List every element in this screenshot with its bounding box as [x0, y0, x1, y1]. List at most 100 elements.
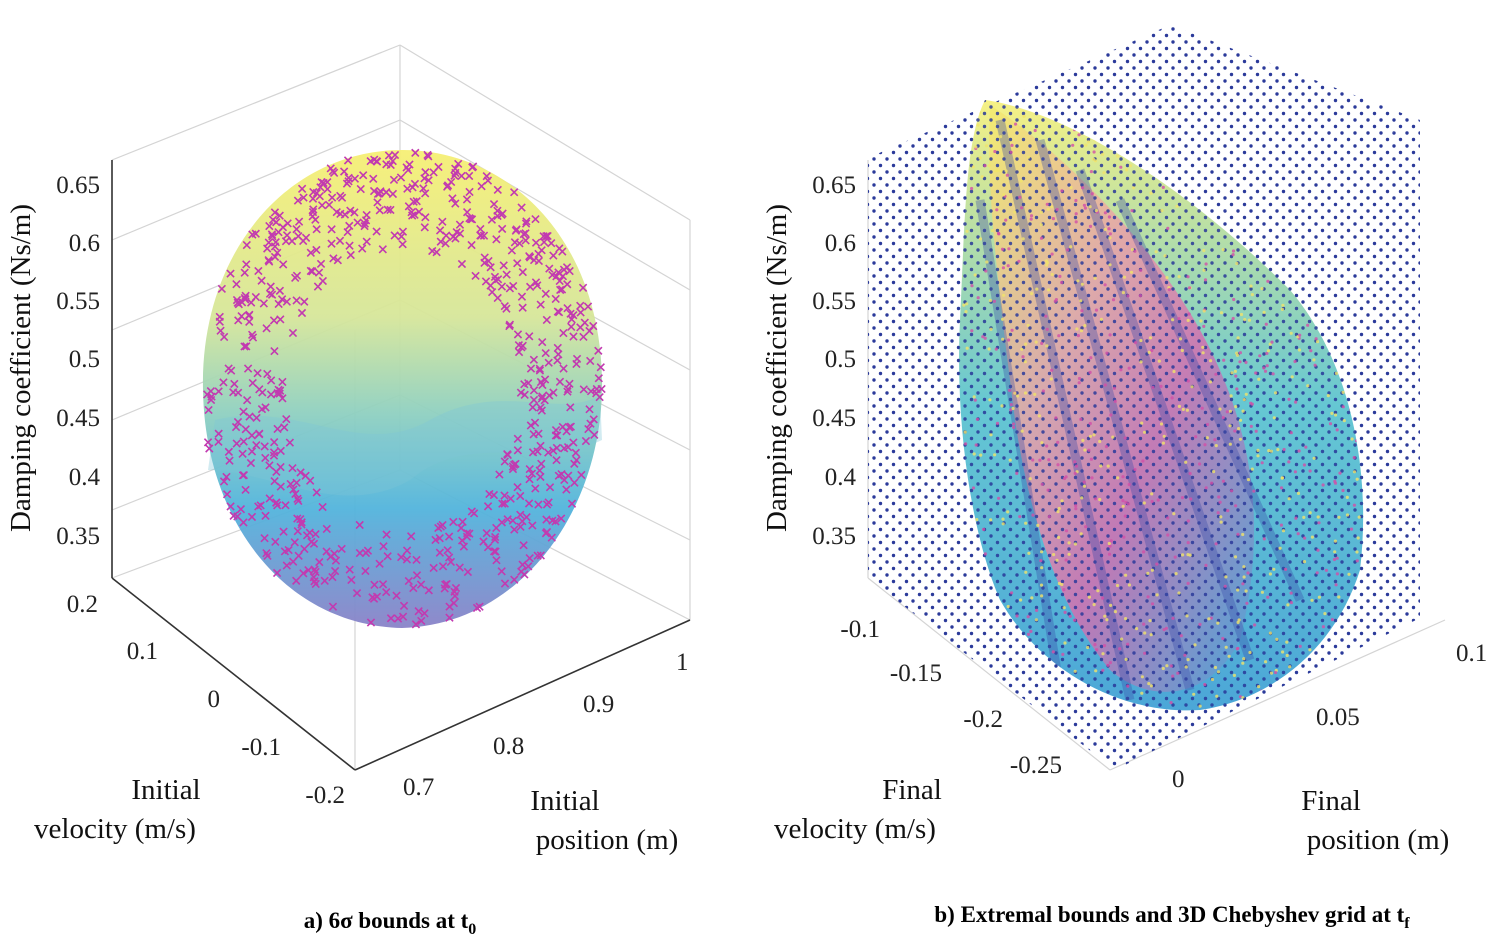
surface-marker [1127, 366, 1131, 370]
surface-marker [1238, 437, 1242, 441]
surface-marker [1069, 186, 1073, 190]
z-tick-a-6: 0.65 [56, 172, 100, 199]
sample-marker [545, 483, 555, 492]
sample-marker [280, 547, 290, 556]
sample-marker [253, 368, 262, 378]
surface-marker [1289, 601, 1293, 605]
surface-marker [989, 433, 993, 437]
surface-marker [1001, 517, 1005, 521]
surface-marker [1111, 298, 1116, 302]
sample-marker [335, 236, 345, 245]
sample-marker [373, 198, 382, 207]
surface-marker [1102, 171, 1106, 175]
sample-marker [498, 499, 507, 508]
sample-marker [542, 315, 551, 325]
sample-marker [372, 227, 381, 236]
surface-marker [1178, 337, 1183, 341]
surface-marker [1045, 344, 1049, 348]
sample-marker [242, 342, 251, 351]
z-tick-a-2: 0.45 [56, 405, 100, 432]
sample-marker [248, 333, 258, 342]
surface-marker [1040, 482, 1044, 486]
surface-marker [1214, 372, 1218, 376]
surface-marker [1123, 436, 1127, 440]
sample-marker [576, 308, 585, 317]
surface-marker [1287, 497, 1291, 501]
sample-marker [378, 245, 387, 254]
sample-marker [402, 546, 412, 555]
surface-marker [1209, 359, 1213, 363]
sample-marker [463, 567, 473, 577]
surface-marker [1312, 456, 1316, 460]
surface-marker [1310, 598, 1314, 602]
surface-marker [1017, 259, 1021, 263]
sample-marker [493, 275, 503, 284]
surface-marker [1281, 650, 1285, 654]
surface-marker [1332, 557, 1337, 562]
surface-marker [1201, 345, 1205, 349]
surface-marker [1309, 349, 1313, 353]
surface-marker [1039, 236, 1044, 240]
sample-marker [240, 293, 249, 303]
surface-marker [1098, 439, 1102, 444]
surface-marker [1198, 622, 1202, 627]
surface-marker [1274, 391, 1278, 395]
sample-marker [443, 546, 452, 555]
sample-marker [293, 527, 302, 536]
surface-marker [970, 284, 974, 288]
surface-marker [972, 395, 976, 399]
sample-marker [541, 348, 550, 358]
sample-marker [373, 189, 383, 199]
surface-marker [1200, 406, 1204, 410]
sample-marker [269, 448, 279, 457]
sample-marker [241, 485, 250, 495]
sample-marker [476, 231, 486, 240]
sample-marker [529, 386, 539, 395]
surface-marker [994, 347, 998, 351]
surface-marker [1256, 448, 1260, 452]
surface-marker [1278, 546, 1282, 550]
sample-marker [339, 167, 349, 176]
surface-marker [1006, 510, 1010, 514]
surface-marker [1127, 482, 1131, 487]
surface-marker [1010, 591, 1014, 595]
surface-marker [1239, 312, 1244, 317]
sample-marker [232, 280, 241, 289]
surface-marker [1086, 645, 1090, 650]
surface-marker [1099, 317, 1103, 321]
surface-marker [1247, 318, 1251, 322]
sample-marker [513, 483, 522, 492]
sample-marker [292, 478, 301, 487]
surface-marker [1302, 463, 1306, 467]
surface-marker [1177, 591, 1181, 595]
surface-marker [1061, 652, 1065, 657]
surface-marker [1054, 298, 1058, 302]
surface-marker [1103, 211, 1107, 215]
surface-marker [1210, 481, 1214, 485]
panel-b-y-ticks: -0.25 -0.2 -0.15 -0.1 [840, 616, 1062, 779]
panel-a-x-axis-label-line1: Initial [530, 785, 599, 817]
y-tick-b-2: -0.15 [890, 660, 942, 687]
sample-marker [383, 205, 392, 214]
surface-marker [1341, 405, 1345, 409]
surface-marker [1067, 552, 1071, 556]
surface-marker [1228, 424, 1232, 428]
surface-marker [1088, 434, 1093, 438]
surface-marker [1185, 614, 1189, 618]
surface-marker [1321, 625, 1325, 629]
sample-marker [256, 501, 265, 510]
sample-marker [384, 151, 394, 160]
surface-marker [972, 452, 976, 456]
surface-marker [1268, 572, 1272, 576]
surface-marker [1335, 428, 1339, 432]
surface-marker [1073, 460, 1077, 464]
surface-marker [1234, 374, 1238, 378]
sample-marker [261, 511, 270, 520]
surface-marker [1185, 408, 1189, 412]
surface-marker [1001, 522, 1005, 526]
surface-marker [1161, 441, 1165, 445]
panel-a-x-ticks: 0.7 0.8 0.9 1 [403, 649, 689, 801]
sample-marker [435, 226, 445, 235]
surface-marker [1236, 532, 1240, 536]
sample-marker [503, 450, 512, 460]
